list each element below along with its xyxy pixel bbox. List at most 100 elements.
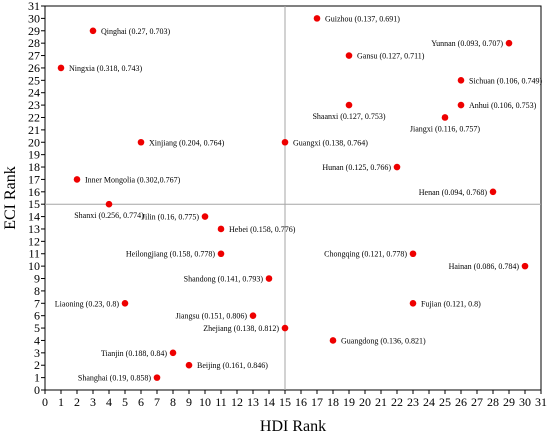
data-point <box>217 250 225 258</box>
y-tick-label: 8 <box>34 284 40 298</box>
y-tick-label: 14 <box>28 210 40 224</box>
data-point <box>153 374 161 381</box>
y-tick-label: 13 <box>28 222 40 236</box>
data-point <box>57 64 65 72</box>
data-point <box>409 299 417 307</box>
x-tick-label: 6 <box>138 395 144 409</box>
y-tick-label: 6 <box>34 309 40 323</box>
x-tick-label: 13 <box>247 395 259 409</box>
point-label: Liaoning (0.23, 0.8) <box>55 299 120 308</box>
x-tick-label: 8 <box>170 395 176 409</box>
y-tick-label: 29 <box>28 24 40 38</box>
x-tick-label: 1 <box>58 395 64 409</box>
x-axis-title: HDI Rank <box>260 418 326 435</box>
x-tick-label: 14 <box>263 395 275 409</box>
data-point <box>457 101 465 109</box>
data-point <box>265 275 273 282</box>
x-tick-label: 24 <box>423 395 435 409</box>
x-tick-label: 17 <box>311 395 323 409</box>
x-tick-label: 4 <box>106 395 112 409</box>
data-point <box>457 77 465 84</box>
data-point <box>121 299 129 307</box>
y-tick-label: 1 <box>34 371 40 385</box>
y-tick-label: 24 <box>28 86 40 100</box>
data-point <box>505 39 513 47</box>
point-label: Shaanxi (0.127, 0.753) <box>312 112 385 121</box>
data-point <box>393 163 401 171</box>
point-label: Shanxi (0.256, 0.774) <box>74 211 144 220</box>
data-point <box>249 312 257 319</box>
data-point <box>89 27 97 35</box>
data-point <box>281 324 289 332</box>
y-tick-label: 19 <box>28 148 40 162</box>
point-label: Hebei (0.158, 0.776) <box>229 225 296 234</box>
y-tick-label: 10 <box>28 259 40 273</box>
y-tick-label: 2 <box>34 358 40 372</box>
y-tick-label: 27 <box>28 49 40 63</box>
x-tick-label: 9 <box>186 395 192 409</box>
point-label: Zhejiang (0.138, 0.812) <box>203 324 279 333</box>
x-tick-label: 25 <box>439 395 451 409</box>
point-label: Shandong (0.141, 0.793) <box>184 275 264 284</box>
data-point <box>313 15 321 22</box>
y-tick-label: 15 <box>28 197 40 211</box>
y-tick-label: 22 <box>28 110 40 124</box>
point-label: Shanghai (0.19, 0.858) <box>78 374 151 383</box>
y-tick-label: 5 <box>34 321 40 335</box>
y-tick-label: 4 <box>34 333 40 347</box>
point-label: Guangxi (0.138, 0.764) <box>293 138 368 147</box>
point-label: Henan (0.094, 0.768) <box>419 188 488 197</box>
point-labels: Guizhou (0.137, 0.691) Qinghai (0.27, 0.7… <box>55 14 543 382</box>
y-tick-label: 0 <box>34 383 40 397</box>
point-label: Jiangxi (0.116, 0.757) <box>410 124 480 133</box>
x-tick-label: 5 <box>122 395 128 409</box>
x-tick-label: 3 <box>90 395 96 409</box>
data-point <box>329 337 337 344</box>
data-point <box>281 138 289 146</box>
point-label: Beijing (0.161, 0.846) <box>197 361 268 370</box>
data-point <box>489 188 497 196</box>
point-label: Inner Mongolia (0.302,0.767) <box>85 175 181 184</box>
point-label: Sichuan (0.106, 0.749) <box>469 76 542 85</box>
x-tick-label: 12 <box>231 395 243 409</box>
data-point <box>169 349 177 357</box>
point-label: Hunan (0.125, 0.766) <box>322 163 391 172</box>
y-tick-label: 16 <box>28 185 40 199</box>
point-label: Yunnan (0.093, 0.707) <box>431 39 503 48</box>
point-label: Jiangsu (0.151, 0.806) <box>176 312 248 321</box>
y-tick-label: 20 <box>28 135 40 149</box>
y-tick-label: 12 <box>28 234 40 248</box>
y-tick-label: 21 <box>28 123 40 137</box>
y-tick-label: 30 <box>28 11 40 25</box>
data-point <box>217 225 225 233</box>
x-tick-label: 28 <box>487 395 499 409</box>
y-tick-label: 7 <box>34 296 40 310</box>
point-label: Qinghai (0.27, 0.703) <box>101 27 170 36</box>
x-tick-label: 2 <box>74 395 80 409</box>
y-tick-label: 9 <box>34 272 40 286</box>
point-label: Fujian (0.121, 0.8) <box>421 299 481 308</box>
data-point <box>345 52 353 59</box>
data-point <box>345 101 353 109</box>
point-label: Jilin (0.16, 0.775) <box>142 213 199 222</box>
x-tick-label: 26 <box>455 395 467 409</box>
y-axis-ticks: 0123456789101112131415161718192021222324… <box>28 0 45 397</box>
point-label: Tianjin (0.188, 0.84) <box>101 349 167 358</box>
data-point <box>201 213 209 220</box>
point-label: Guizhou (0.137, 0.691) <box>325 14 400 23</box>
x-tick-label: 15 <box>279 395 291 409</box>
x-tick-label: 11 <box>215 395 227 409</box>
data-point <box>137 138 145 146</box>
y-tick-label: 17 <box>28 172 40 186</box>
y-axis-title: ECI Rank <box>2 166 19 230</box>
data-point <box>73 176 81 183</box>
x-tick-label: 0 <box>42 395 48 409</box>
x-tick-label: 31 <box>535 395 547 409</box>
x-tick-label: 30 <box>519 395 531 409</box>
x-tick-label: 27 <box>471 395 483 409</box>
x-tick-label: 16 <box>295 395 307 409</box>
y-tick-label: 25 <box>28 73 40 87</box>
point-label: Guangdong (0.136, 0.821) <box>341 336 426 345</box>
